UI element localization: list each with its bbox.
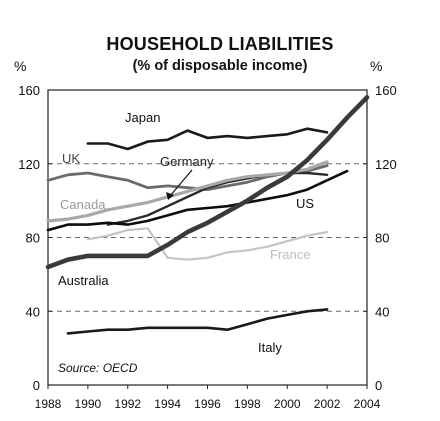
y-unit-right: % (370, 58, 382, 74)
series-label-us: US (296, 196, 314, 211)
y-tick-label-right: 120 (375, 157, 397, 172)
series-line-australia (45, 95, 370, 270)
y-tick-label-left: 0 (33, 378, 40, 393)
series-label-australia: Australia (58, 273, 109, 288)
x-tick-label: 1998 (234, 397, 261, 411)
germany-label-arrowhead (166, 192, 174, 200)
y-tick-label-right: 0 (375, 378, 382, 393)
germany-label-pointer (169, 169, 193, 197)
series-label-japan: Japan (125, 110, 160, 125)
x-tick-label: 2002 (314, 397, 341, 411)
series-line-canada (46, 160, 329, 223)
x-tick-label: 1992 (114, 397, 141, 411)
x-tick-label: 2004 (354, 397, 381, 411)
series-label-france: France (270, 247, 310, 262)
y-tick-label-left: 160 (18, 83, 40, 98)
series-label-italy: Italy (258, 340, 282, 355)
chart-title: HOUSEHOLD LIABILITIES (106, 34, 334, 54)
y-unit-left: % (14, 58, 26, 74)
series-line-japan (86, 127, 329, 151)
series-line-italy (66, 308, 329, 335)
source-note: Source: OECD (58, 361, 138, 375)
series-label-canada: Canada (60, 197, 106, 212)
y-tick-label-left: 40 (26, 304, 40, 319)
series-line-france (86, 227, 329, 261)
series-label-uk: UK (62, 151, 80, 166)
y-tick-label-right: 80 (375, 231, 389, 246)
y-tick-label-left: 120 (18, 157, 40, 172)
x-tick-label: 1996 (194, 397, 221, 411)
x-tick-label: 1990 (75, 397, 102, 411)
y-tick-label-right: 160 (375, 83, 397, 98)
x-tick-label: 1994 (154, 397, 181, 411)
x-tick-label: 1988 (35, 397, 62, 411)
chart-subtitle: (% of disposable income) (132, 58, 308, 74)
series-label-germany: Germany (160, 154, 214, 169)
y-tick-label-right: 40 (375, 304, 389, 319)
series-line-us (46, 169, 349, 232)
y-tick-label-left: 80 (26, 231, 40, 246)
x-tick-label: 2000 (274, 397, 301, 411)
